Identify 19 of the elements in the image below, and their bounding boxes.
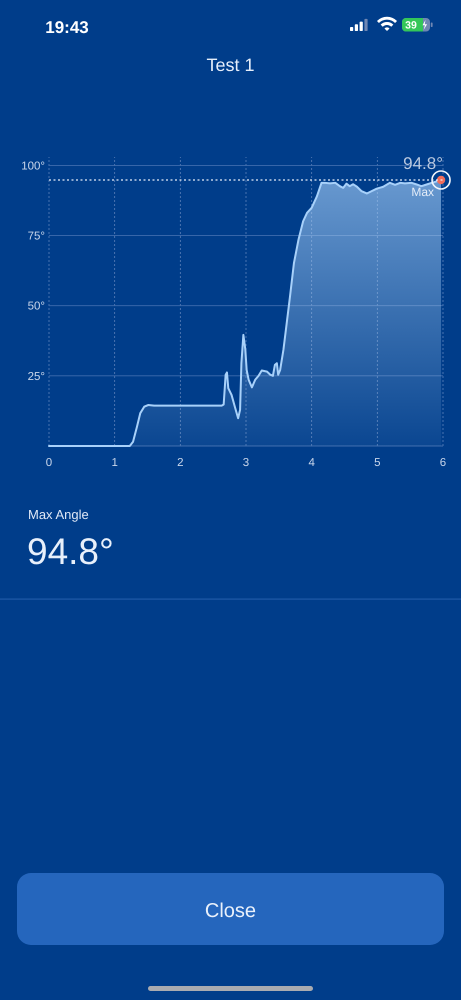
x-tick-label: 3 [242, 457, 250, 469]
text: Max Angle [28, 507, 89, 522]
x-tick-label: 6 [440, 457, 446, 469]
text: 19:43 [45, 18, 89, 37]
y-tick-label: 75° [28, 230, 45, 243]
y-tick-label: 25° [28, 370, 45, 383]
text: 94.8° [27, 531, 114, 572]
x-tick-label: 2 [177, 457, 184, 469]
x-tick-label: 4 [308, 457, 316, 469]
y-tick-label: 50° [28, 300, 45, 313]
y-tick-label: 100° [21, 160, 45, 172]
x-tick-label: 5 [374, 457, 381, 469]
ref-line-label: Max [411, 185, 434, 200]
text: 39 [405, 20, 417, 32]
x-tick-label: 0 [46, 457, 52, 469]
x-tick-label: 1 [111, 457, 118, 469]
annotation: 94.8° [403, 154, 444, 174]
chart-title: Test 1 [206, 55, 255, 75]
text: Close [204, 900, 256, 922]
